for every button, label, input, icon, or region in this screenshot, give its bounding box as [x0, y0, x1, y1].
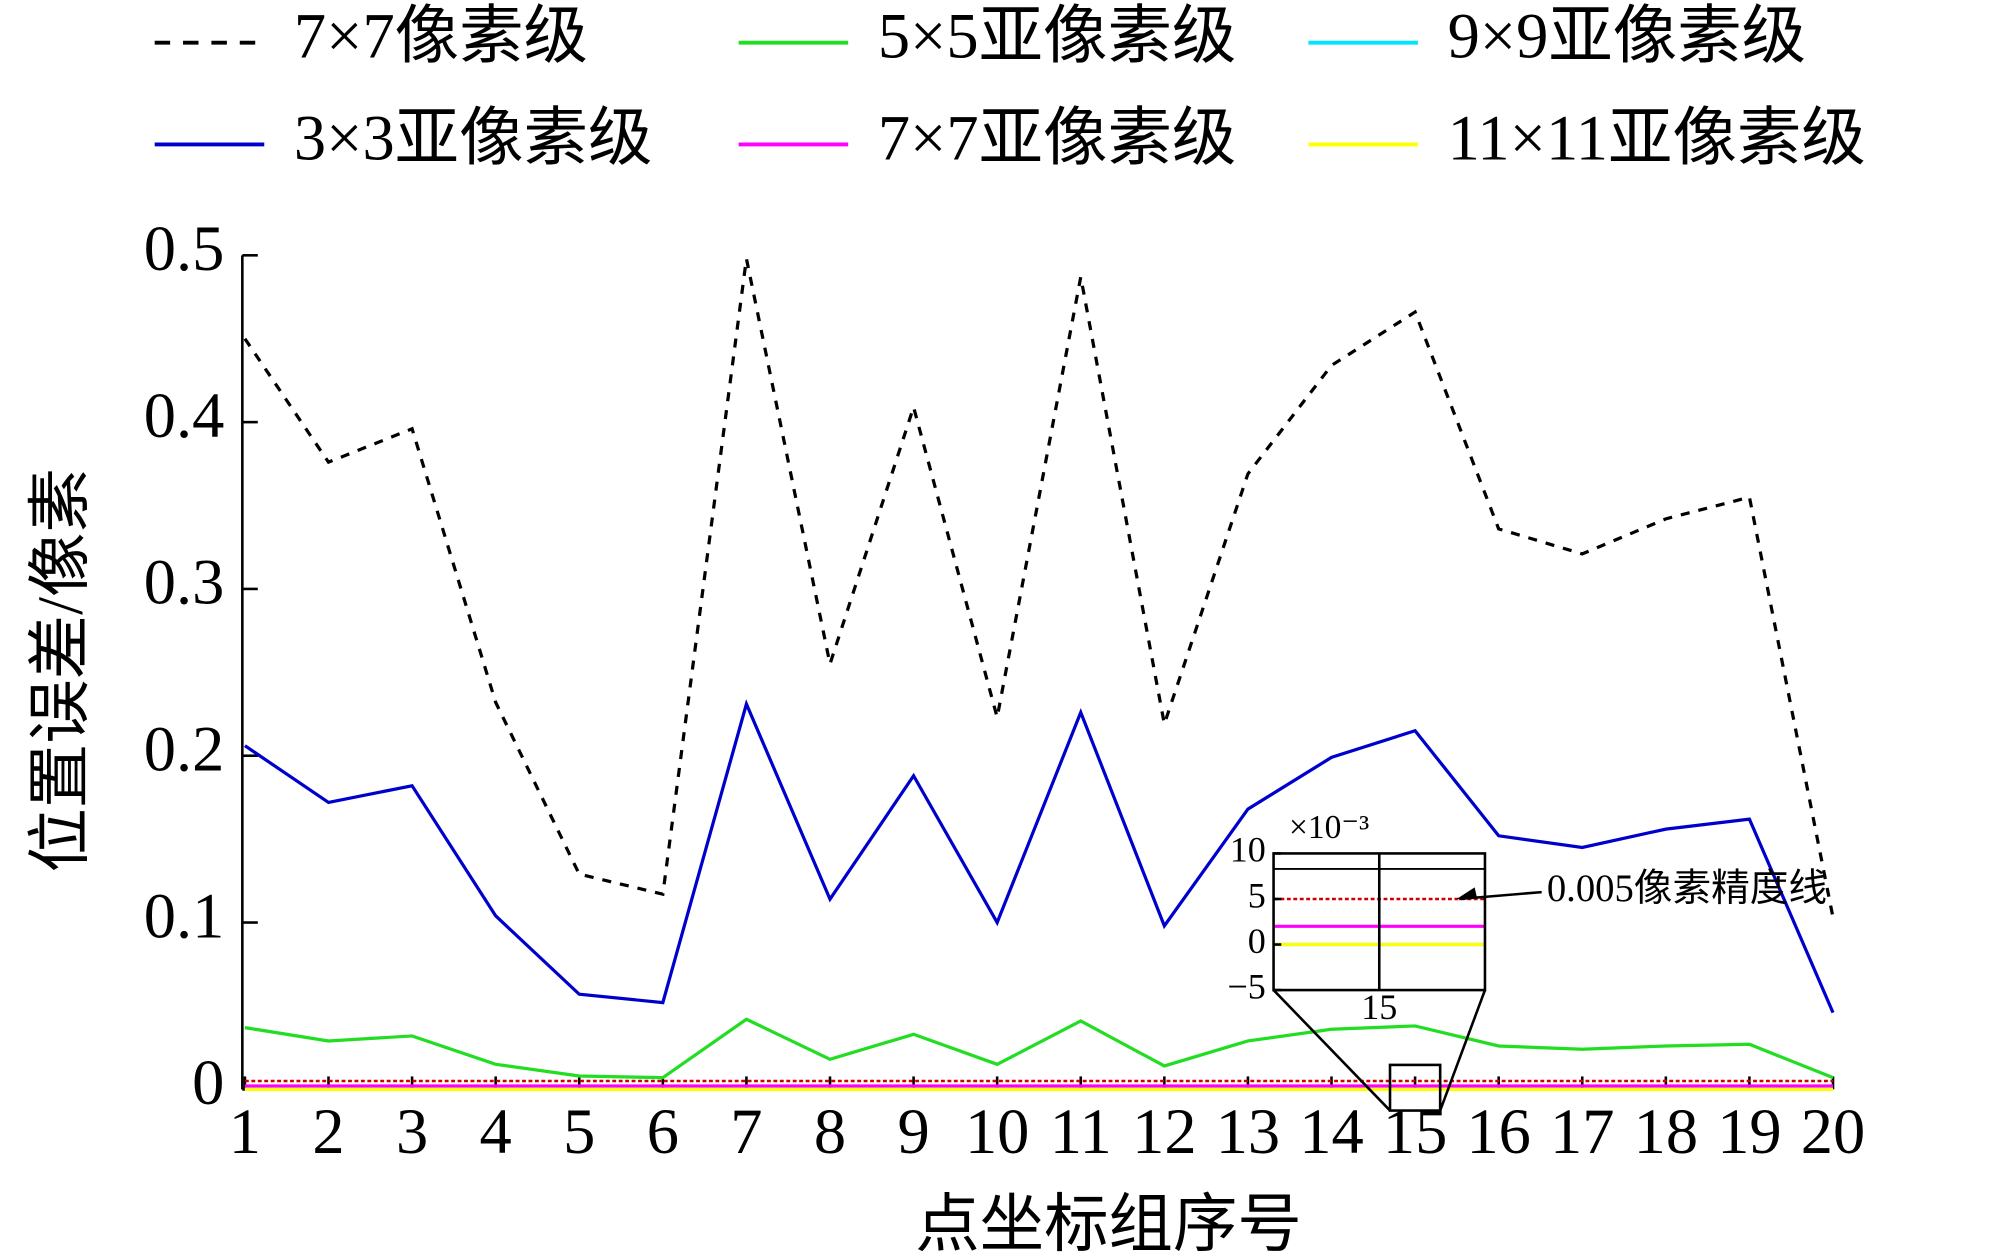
x-tick-label: 12 — [1132, 1096, 1196, 1167]
x-tick-label: 4 — [480, 1096, 512, 1167]
x-tick-label: 16 — [1466, 1096, 1530, 1167]
y-tick-label: 0.1 — [144, 880, 225, 951]
y-tick-label: 0.3 — [144, 547, 225, 618]
inset-y-tick-label: −5 — [1227, 966, 1265, 1006]
inset-frame — [1272, 852, 1487, 992]
legend-label: 7×7像素级 — [294, 0, 588, 71]
x-tick-label: 17 — [1550, 1096, 1614, 1167]
x-tick-label: 8 — [814, 1096, 846, 1167]
legend-label: 3×3亚像素级 — [294, 102, 653, 173]
data-line — [244, 1017, 1834, 1080]
x-tick-label: 2 — [312, 1096, 344, 1167]
data-line — [0, 0, 1998, 526]
x-tick-label: 19 — [1717, 1096, 1781, 1167]
x-tick-label: 20 — [1801, 1096, 1865, 1167]
data-line — [243, 258, 1835, 918]
data-line — [0, 562, 1998, 881]
x-tick-label: 9 — [897, 1096, 929, 1167]
x-tick-label: 7 — [730, 1096, 762, 1167]
x-tick-label: 18 — [1634, 1096, 1698, 1167]
inset-multiplier: ×10⁻³ — [1289, 809, 1369, 846]
x-tick-label: 3 — [396, 1096, 428, 1167]
zoom-box — [1388, 1063, 1442, 1112]
inset-x-tick-label: 15 — [1361, 987, 1397, 1027]
inset-y-tick-label: 0 — [1248, 921, 1266, 961]
y-tick-label: 0.5 — [144, 213, 225, 284]
inset-y-tick-label: 10 — [1230, 830, 1266, 870]
legend-label: 11×11亚像素级 — [1448, 102, 1866, 173]
legend-label: 5×5亚像素级 — [878, 0, 1237, 71]
x-tick-label: 11 — [1050, 1096, 1112, 1167]
x-tick-label: 6 — [647, 1096, 679, 1167]
x-tick-label: 1 — [229, 1096, 261, 1167]
y-tick-label: 0.4 — [144, 380, 225, 451]
x-axis-label: 点坐标组序号 — [915, 1189, 1302, 1257]
zoom-connector — [1272, 989, 1391, 1112]
y-tick-label: 0.2 — [144, 714, 225, 785]
y-axis-label: 位置误差/像素 — [25, 468, 96, 873]
x-tick-label: 13 — [1216, 1096, 1280, 1167]
annotation-label: 0.005像素精度线 — [1547, 867, 1827, 910]
legend-label: 7×7亚像素级 — [878, 102, 1237, 173]
x-tick-label: 10 — [965, 1096, 1029, 1167]
y-tick-label: 0 — [192, 1047, 224, 1118]
inset-y-tick-label: 5 — [1248, 875, 1266, 915]
x-tick-label: 14 — [1299, 1096, 1363, 1167]
legend-label: 9×9亚像素级 — [1448, 0, 1807, 71]
data-line — [244, 699, 1835, 1014]
annotation-arrowhead — [1456, 887, 1478, 899]
x-tick-label: 15 — [1383, 1096, 1447, 1167]
x-tick-label: 5 — [563, 1096, 595, 1167]
zoom-connector — [1438, 989, 1487, 1112]
